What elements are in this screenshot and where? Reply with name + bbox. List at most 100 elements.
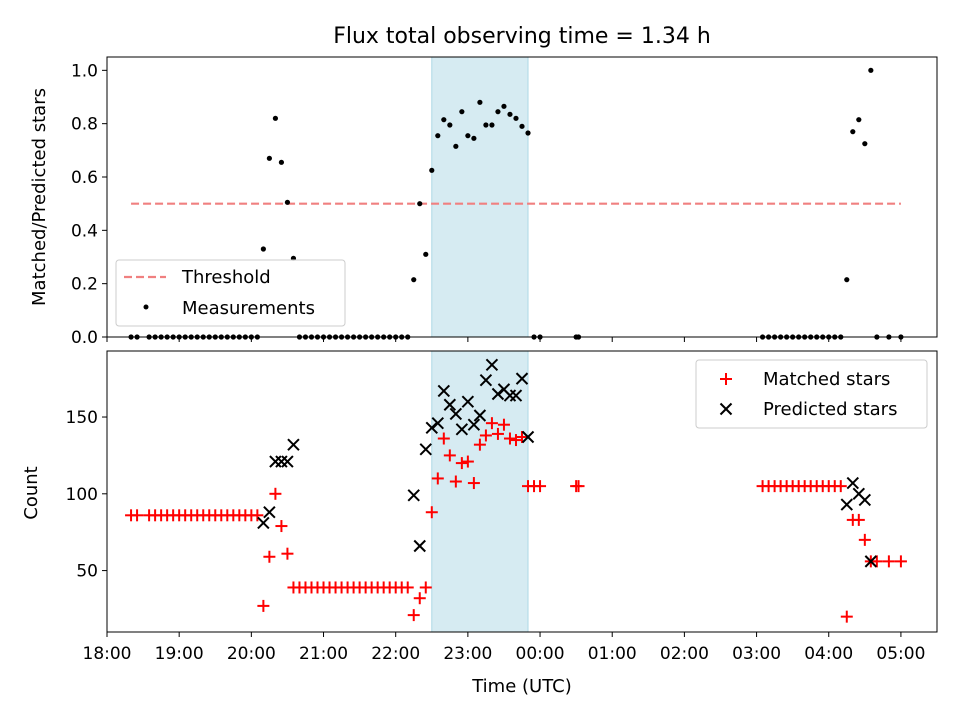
- matched-star-point: [509, 434, 522, 447]
- predicted-star-point: [521, 430, 535, 444]
- x-stroke: [479, 373, 493, 387]
- matched-star-point: [401, 581, 414, 594]
- top-legend: Threshold Measurements: [115, 259, 346, 327]
- top-y-tick-label: 0.8: [71, 115, 98, 135]
- matched-star-point: [281, 547, 294, 560]
- top-y-axis-label: Matched/Predicted stars: [29, 88, 50, 306]
- matched-star-point: [882, 555, 895, 568]
- bottom-x-tick-label: 20:00: [227, 644, 276, 664]
- predicted-star-point: [485, 358, 499, 372]
- matched-star-point: [269, 487, 282, 500]
- predicted-star-point: [287, 438, 300, 451]
- measurement-point: [507, 111, 513, 117]
- x-stroke: [521, 430, 535, 444]
- measurement-point: [447, 122, 453, 128]
- chart-title: Flux total observing time = 1.34 h: [333, 24, 711, 49]
- measurement-point: [850, 129, 856, 135]
- top-panel: Flux total observing time = 1.34 h 0.00.…: [29, 24, 938, 348]
- measurement-point: [525, 130, 531, 136]
- x-stroke: [449, 407, 463, 421]
- x-stroke: [287, 438, 300, 451]
- matched-star-point: [461, 455, 474, 468]
- x-stroke: [281, 455, 294, 468]
- predicted-star-point: [263, 506, 276, 519]
- predicted-star-point: [419, 443, 432, 456]
- x-stroke: [864, 555, 878, 568]
- bottom-x-tick-label: 21:00: [299, 644, 348, 664]
- matched-star-point: [257, 599, 270, 612]
- bottom-panel: 50 100 150 18:00 19:00 20:00 21:00 22:00 23:00 0…: [21, 350, 938, 697]
- bottom-axes-frame: [106, 350, 938, 633]
- measurement-point: [260, 246, 266, 252]
- bottom-y-axis-label: Count: [21, 466, 42, 519]
- matched-star-point: [503, 432, 516, 445]
- x-stroke: [437, 384, 451, 398]
- top-y-tick-label: 1.0: [71, 61, 98, 81]
- predicted-star-point: [515, 372, 529, 385]
- measurement-point: [862, 141, 868, 147]
- predicted-star-point: [449, 407, 463, 421]
- measurement-point: [423, 251, 429, 257]
- x-stroke: [461, 395, 475, 408]
- measurement-point: [477, 99, 483, 105]
- predicted-star-point: [858, 493, 872, 507]
- predicted-star-point: [840, 498, 853, 511]
- matched-star-point: [497, 418, 510, 431]
- x-stroke: [467, 418, 481, 431]
- measurement-point: [844, 277, 850, 283]
- matched-star-point: [894, 555, 907, 568]
- matched-star-point: [443, 449, 456, 462]
- legend-predicted-label: Predicted stars: [763, 399, 897, 420]
- legend-x-marker: [719, 402, 733, 416]
- matched-star-point: [131, 509, 144, 522]
- measurement-point: [856, 117, 862, 123]
- bottom-x-tick-label: 19:00: [155, 644, 204, 664]
- matched-star-point: [479, 429, 492, 442]
- predicted-star-point: [473, 409, 487, 422]
- predicted-star-point: [407, 489, 420, 502]
- measurement-point: [495, 109, 501, 115]
- bottom-x-tick-label: 03:00: [732, 644, 781, 664]
- measurement-point: [513, 115, 519, 121]
- predicted-star-point: [437, 384, 451, 398]
- legend-measurements-label: Measurements: [182, 298, 315, 319]
- top-y-axis: 0.0 0.2 0.4 0.6 0.8 1.0: [71, 61, 107, 348]
- measurement-point: [453, 143, 459, 149]
- measurement-point: [471, 135, 477, 141]
- top-legend-box: [115, 259, 346, 327]
- matched-star-point: [534, 480, 547, 493]
- bottom-x-tick-label: 00:00: [516, 644, 565, 664]
- bottom-legend-box: [695, 359, 928, 429]
- matched-star-point: [491, 427, 504, 440]
- measurement-point: [266, 155, 272, 161]
- top-highlight-span: [431, 56, 529, 338]
- bottom-x-tick-label: 05:00: [876, 644, 925, 664]
- matched-star-point: [275, 520, 288, 533]
- x-stroke: [515, 372, 529, 385]
- predicted-star-point: [257, 516, 270, 530]
- legend-matched-swatch: [720, 373, 732, 385]
- bottom-legend: Matched stars Predicted stars: [695, 359, 928, 429]
- matched-star-point: [437, 432, 450, 445]
- x-stroke: [497, 383, 511, 396]
- matched-star-point: [516, 430, 528, 443]
- top-y-tick-label: 0.6: [71, 168, 98, 188]
- legend-measurements-swatch: [143, 304, 149, 310]
- x-stroke: [419, 443, 432, 456]
- measurement-point: [272, 115, 279, 121]
- legend-matched-label: Matched stars: [763, 369, 890, 390]
- bottom-x-tick-label: 04:00: [804, 644, 853, 664]
- measurement-point: [519, 123, 525, 129]
- measurement-point: [284, 199, 291, 205]
- bottom-y-tick-label: 150: [66, 408, 98, 428]
- bottom-plot-content: [125, 350, 907, 633]
- bottom-x-tick-label: 18:00: [83, 644, 132, 664]
- measurement-point: [489, 122, 495, 128]
- matched-star-point: [473, 438, 486, 451]
- matched-star-point: [407, 609, 420, 622]
- x-stroke: [413, 539, 426, 553]
- x-stroke: [485, 358, 499, 372]
- top-y-tick-label: 0.4: [71, 221, 98, 241]
- predicted-star-point: [443, 398, 457, 411]
